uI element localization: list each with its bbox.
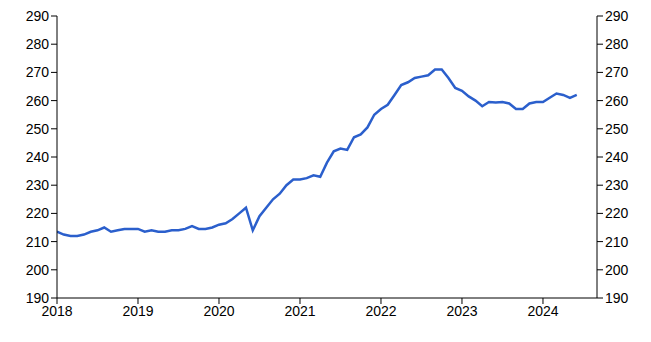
- svg-text:2019: 2019: [122, 303, 153, 319]
- svg-text:210: 210: [605, 234, 629, 250]
- svg-text:230: 230: [605, 177, 629, 193]
- svg-text:230: 230: [26, 177, 50, 193]
- svg-text:2024: 2024: [527, 303, 558, 319]
- svg-text:190: 190: [26, 290, 50, 306]
- svg-text:2023: 2023: [446, 303, 477, 319]
- svg-text:220: 220: [605, 205, 629, 221]
- svg-text:2020: 2020: [203, 303, 234, 319]
- svg-text:290: 290: [26, 8, 50, 24]
- svg-text:250: 250: [605, 121, 629, 137]
- svg-text:260: 260: [26, 93, 50, 109]
- svg-text:270: 270: [605, 64, 629, 80]
- svg-text:2018: 2018: [41, 302, 73, 319]
- svg-text:280: 280: [26, 36, 50, 52]
- svg-text:220: 220: [26, 205, 50, 221]
- svg-text:190: 190: [605, 290, 629, 306]
- svg-text:240: 240: [26, 149, 50, 165]
- svg-text:260: 260: [605, 93, 629, 109]
- svg-text:2021: 2021: [284, 303, 315, 319]
- svg-text:210: 210: [26, 234, 50, 250]
- svg-text:290: 290: [605, 8, 629, 24]
- svg-text:2022: 2022: [365, 303, 396, 319]
- svg-text:240: 240: [605, 149, 629, 165]
- svg-text:200: 200: [605, 262, 629, 278]
- svg-text:280: 280: [605, 36, 629, 52]
- svg-text:200: 200: [26, 262, 50, 278]
- svg-text:250: 250: [26, 121, 50, 137]
- svg-text:270: 270: [26, 64, 50, 80]
